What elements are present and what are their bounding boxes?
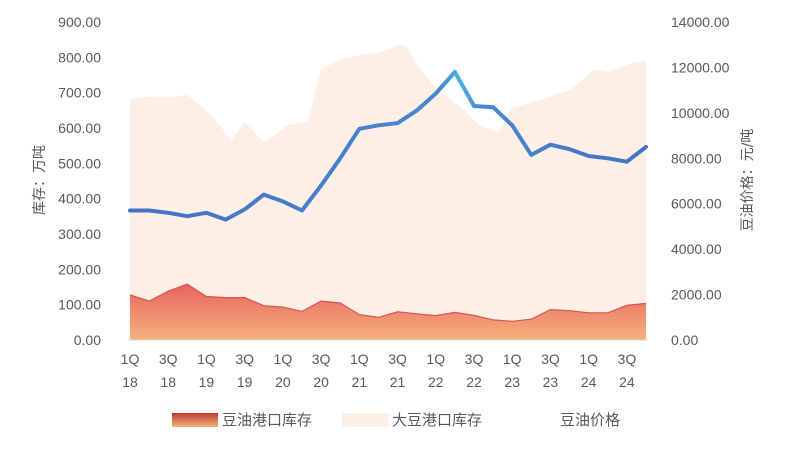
right-axis-tick-label: 0.00 [671, 332, 698, 348]
x-axis-tick-label: 3Q [465, 351, 484, 367]
legend-label-soybean-oil-inventory: 豆油港口库存 [222, 411, 312, 429]
x-axis-tick-label: 24 [619, 374, 635, 390]
left-axis-tick-label: 800.00 [58, 49, 101, 65]
right-axis: 0.00 2000.00 4000.00 6000.00 8000.00 10000.00… [671, 14, 730, 348]
legend-item-soybean-inventory[interactable]: 大豆港口库存 [342, 411, 482, 429]
x-axis-tick-label: 22 [428, 374, 444, 390]
x-axis: 1Q 18 3Q 18 1Q 19 3Q 19 1Q 20 3Q 20 1Q 21 3Q 21 1Q 22 3Q 22… [121, 351, 637, 390]
x-axis-tick-label: 18 [122, 374, 138, 390]
x-axis-tick-label: 1Q [503, 351, 522, 367]
right-axis-tick-label: 4000.00 [671, 241, 722, 257]
right-axis-tick-label: 10000.00 [671, 105, 730, 121]
left-axis-tick-label: 200.00 [58, 261, 101, 277]
series-edge-soybean-oil-inventory [129, 283, 647, 322]
legend-swatch-soybean-inventory [342, 413, 388, 427]
right-axis-tick-label: 12000.00 [671, 59, 730, 75]
x-axis-tick-label: 21 [390, 374, 406, 390]
x-axis-tick-label: 23 [543, 374, 559, 390]
x-axis-tick-label: 3Q [312, 351, 331, 367]
series-area-soybean-oil-inventory [130, 284, 646, 340]
left-axis-tick-label: 300.00 [58, 226, 101, 242]
x-axis-tick-label: 3Q [541, 351, 560, 367]
x-axis-tick-label: 3Q [159, 351, 178, 367]
legend-item-soybean-oil-price[interactable]: 豆油价格 [510, 411, 620, 429]
x-axis-tick-label: 21 [352, 374, 368, 390]
right-axis-title: 豆油价格：元/吨 [740, 129, 756, 232]
x-axis-tick-label: 3Q [235, 351, 254, 367]
left-axis-tick-label: 100.00 [58, 297, 101, 313]
series-area-soybean-inventory [130, 43, 646, 341]
legend-label-soybean-inventory: 大豆港口库存 [392, 411, 482, 429]
x-axis-tick-label: 18 [160, 374, 176, 390]
x-axis-tick-label: 1Q [274, 351, 293, 367]
x-axis-tick-label: 20 [313, 374, 329, 390]
series-line-soybean-oil-price [128, 70, 648, 222]
x-axis-tick-label: 1Q [579, 351, 598, 367]
x-axis-tick-label: 1Q [121, 351, 140, 367]
x-axis-tick-label: 19 [199, 374, 215, 390]
left-axis-tick-label: 900.00 [58, 14, 101, 30]
right-axis-tick-label: 8000.00 [671, 150, 722, 166]
right-axis-tick-label: 6000.00 [671, 196, 722, 212]
left-axis-tick-label: 700.00 [58, 85, 101, 101]
left-axis: 0.00 100.00 200.00 300.00 400.00 500.00 600.00… [58, 14, 101, 348]
legend-label-soybean-oil-price: 豆油价格 [560, 411, 620, 429]
right-axis-tick-label: 14000.00 [671, 14, 730, 30]
legend-item-soybean-oil-inventory[interactable]: 豆油港口库存 [172, 411, 312, 429]
left-axis-tick-label: 0.00 [74, 332, 101, 348]
right-axis-tick-label: 2000.00 [671, 287, 722, 303]
x-axis-tick-label: 1Q [426, 351, 445, 367]
left-axis-tick-label: 400.00 [58, 191, 101, 207]
plot-area [128, 43, 648, 341]
x-axis-tick-label: 23 [504, 374, 520, 390]
legend: 豆油港口库存 大豆港口库存 豆油价格 [172, 411, 620, 429]
x-axis-tick-label: 24 [581, 374, 597, 390]
left-axis-tick-label: 500.00 [58, 155, 101, 171]
x-axis-tick-label: 3Q [618, 351, 637, 367]
left-axis-tick-label: 600.00 [58, 120, 101, 136]
x-axis-tick-label: 1Q [350, 351, 369, 367]
legend-swatch-soybean-oil-inventory [172, 413, 218, 427]
x-axis-tick-label: 3Q [388, 351, 407, 367]
x-axis-tick-label: 19 [237, 374, 253, 390]
left-axis-title: 库存：万吨 [32, 145, 48, 215]
x-axis-tick-label: 20 [275, 374, 291, 390]
x-axis-tick-label: 1Q [197, 351, 216, 367]
x-axis-tick-label: 22 [466, 374, 482, 390]
